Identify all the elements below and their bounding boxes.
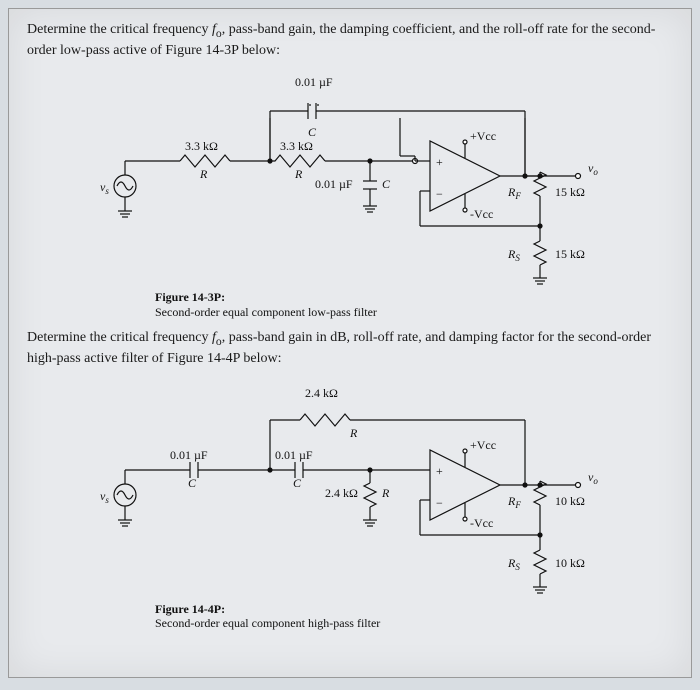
- c1-rf: RF: [507, 185, 521, 201]
- circuit2-svg: + −: [70, 375, 630, 630]
- c2-c2s: C: [293, 476, 302, 490]
- c1-rs: RS: [507, 247, 520, 263]
- problem1-text: Determine the critical frequency fo, pas…: [27, 21, 673, 60]
- c1-ctop: 0.01 µF: [295, 75, 333, 89]
- c2-rtops: R: [349, 426, 358, 440]
- c1-cmids: C: [382, 177, 391, 191]
- c1-ctop-sym: C: [308, 125, 317, 139]
- c2-rs: RS: [507, 556, 520, 572]
- circuit2: + −: [27, 375, 673, 630]
- c1-r1: 3.3 kΩ: [185, 139, 218, 153]
- c2-c2: 0.01 µF: [275, 448, 313, 462]
- c2-vccp: +Vcc: [470, 438, 496, 452]
- c1-rsv: 15 kΩ: [555, 247, 585, 261]
- c1-r2s: R: [294, 167, 303, 181]
- c1-cap-b: Second-order equal component low-pass fi…: [155, 305, 377, 319]
- c1-vo: vo: [588, 161, 598, 177]
- c1-cmid: 0.01 µF: [315, 177, 353, 191]
- c2-cap-b: Second-order equal component high-pass f…: [155, 616, 380, 630]
- c1-vccm: -Vcc: [470, 207, 493, 221]
- c2-c1: 0.01 µF: [170, 448, 208, 462]
- c1-r2: 3.3 kΩ: [280, 139, 313, 153]
- problem2-text: Determine the critical frequency fo, pas…: [27, 329, 673, 368]
- svg-text:−: −: [436, 496, 443, 510]
- circuit1-svg: + −: [70, 66, 630, 321]
- p1-a: Determine the critical frequency: [27, 22, 212, 37]
- c2-rmids: R: [381, 486, 390, 500]
- c1-vs: vs: [100, 180, 109, 196]
- c2-rf: RF: [507, 494, 521, 510]
- svg-text:+: +: [436, 155, 443, 169]
- c2-rfv: 10 kΩ: [555, 494, 585, 508]
- c2-vs: vs: [100, 489, 109, 505]
- circuit1: + −: [27, 66, 673, 321]
- c2-rtop: 2.4 kΩ: [305, 386, 338, 400]
- c2-cap-a: Figure 14-4P:: [155, 602, 225, 616]
- svg-text:+: +: [436, 464, 443, 478]
- c2-rsv: 10 kΩ: [555, 556, 585, 570]
- c1-cap-a: Figure 14-3P:: [155, 290, 225, 304]
- c2-c1s: C: [188, 476, 197, 490]
- c2-rmid: 2.4 kΩ: [325, 486, 358, 500]
- page: Determine the critical frequency fo, pas…: [8, 8, 692, 678]
- c1-r1s: R: [199, 167, 208, 181]
- c1-rfv: 15 kΩ: [555, 185, 585, 199]
- svg-text:−: −: [436, 187, 443, 201]
- c2-vo: vo: [588, 470, 598, 486]
- p2-a: Determine the critical frequency: [27, 330, 212, 345]
- c1-vccp: +Vcc: [470, 129, 496, 143]
- c2-vccm: -Vcc: [470, 516, 493, 530]
